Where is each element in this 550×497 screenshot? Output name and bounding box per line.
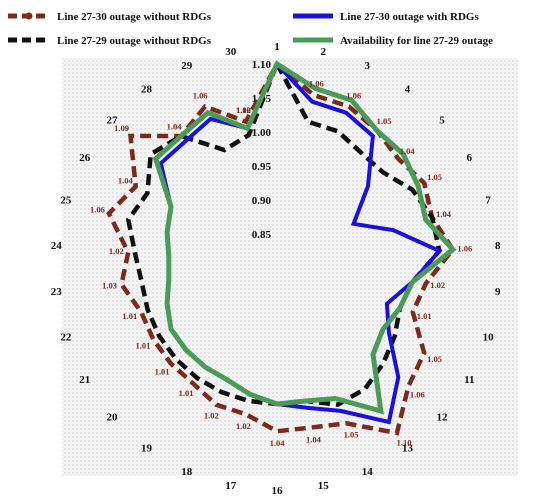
category-label-29: 30 (225, 46, 237, 58)
category-labels: 1 234567891011121314151617181920212223242… (51, 41, 501, 497)
data-label-11: 1.10 (397, 438, 412, 448)
data-label-26: 1.04 (167, 121, 183, 131)
series-line-0 (106, 60, 456, 436)
category-label-14: 15 (318, 480, 330, 492)
data-label-16: 1.02 (204, 411, 219, 421)
series-layer (106, 58, 457, 436)
data-label-29: 1.10 (236, 105, 251, 115)
category-label-17: 18 (181, 466, 193, 478)
data-label-0: 1.06 (309, 78, 324, 88)
legend-item-3: Availability for line 27-29 outage (293, 35, 493, 47)
category-label-26: 27 (107, 115, 119, 127)
data-label-3: 1.04 (400, 146, 416, 156)
category-label-28: 29 (181, 60, 193, 72)
category-label-1: 2 (320, 46, 326, 58)
category-label-10: 11 (464, 374, 474, 386)
category-label-22: 23 (51, 286, 63, 298)
data-label-25: 1.09 (114, 123, 129, 133)
radial-tick-labels: 0.850.900.951.001.051.10 (252, 59, 272, 241)
data-label-4: 1.05 (427, 172, 442, 182)
data-label-19: 1.01 (135, 340, 150, 350)
tick-label-1: 0.90 (252, 195, 272, 207)
data-label-27: 1.06 (193, 91, 208, 101)
tick-label-2: 0.95 (252, 161, 272, 173)
tick-label-5: 1.10 (252, 59, 272, 71)
category-label-7: 8 (495, 240, 501, 252)
category-label-19: 20 (107, 412, 119, 424)
category-label-23: 24 (51, 240, 63, 252)
category-label-24: 25 (60, 194, 72, 206)
category-label-12: 13 (402, 443, 414, 455)
category-label-15: 16 (272, 485, 284, 497)
tick-label-3: 1.00 (252, 127, 272, 139)
data-label-20: 1.01 (122, 311, 137, 321)
data-label-12: 1.05 (344, 429, 359, 439)
legend-label-3: Availability for line 27-29 outage (340, 35, 493, 47)
data-label-2: 1.05 (377, 116, 392, 126)
data-label-13: 1.04 (306, 434, 322, 444)
series-line-3 (152, 60, 457, 415)
category-label-5: 6 (467, 152, 473, 164)
plot-area-background (62, 58, 518, 476)
data-label-5: 1.04 (436, 209, 452, 219)
legend-item-1: Line 27-29 outage without RDGs (8, 35, 212, 47)
category-label-16: 17 (225, 480, 237, 492)
legend-item-0: Line 27-30 outage without RDGs (8, 11, 212, 23)
legend-item-2: Line 27-30 outage with RDGs (293, 11, 479, 23)
category-label-9: 10 (483, 332, 495, 344)
category-label-0: 1 (274, 41, 280, 53)
category-label-8: 9 (495, 286, 501, 298)
category-label-18: 19 (141, 443, 153, 455)
category-label-11: 12 (437, 412, 449, 424)
legend-label-2: Line 27-30 outage with RDGs (340, 11, 479, 23)
data-label-10: 1.06 (410, 389, 425, 399)
data-label-6: 1.06 (457, 243, 472, 253)
category-label-6: 7 (485, 194, 491, 206)
data-labels: 1.06 1.06 1.05 1.04 1.05 1.04 1.06 1.02 1.01 1.05… (90, 78, 472, 448)
legend: Line 27-30 outage without RDGs Line 27-2… (8, 11, 493, 47)
data-label-23: 1.06 (90, 205, 105, 215)
legend-label-1: Line 27-29 outage without RDGs (57, 35, 212, 47)
category-label-21: 22 (60, 332, 72, 344)
legend-label-0: Line 27-30 outage without RDGs (57, 11, 212, 23)
data-label-8: 1.01 (417, 311, 432, 321)
data-label-18: 1.01 (155, 367, 170, 377)
legend-marker-0 (25, 12, 33, 20)
category-label-20: 21 (79, 374, 90, 386)
data-label-14: 1.04 (270, 438, 286, 448)
data-label-15: 1.02 (236, 421, 251, 431)
category-label-4: 5 (439, 115, 445, 127)
category-label-3: 4 (405, 83, 411, 95)
data-label-17: 1.01 (179, 388, 194, 398)
data-label-1: 1.06 (346, 91, 361, 101)
category-label-13: 14 (362, 466, 374, 478)
category-label-25: 26 (79, 152, 91, 164)
data-label-24: 1.04 (118, 175, 134, 185)
tick-label-0: 0.85 (252, 229, 272, 241)
data-label-21: 1.03 (102, 281, 117, 291)
data-label-22: 1.02 (109, 246, 124, 256)
data-label-9: 1.05 (427, 354, 442, 364)
category-label-27: 28 (141, 83, 153, 95)
category-label-2: 3 (365, 60, 371, 72)
data-label-7: 1.02 (430, 280, 445, 290)
data-label-28: 1.02 (236, 105, 251, 115)
